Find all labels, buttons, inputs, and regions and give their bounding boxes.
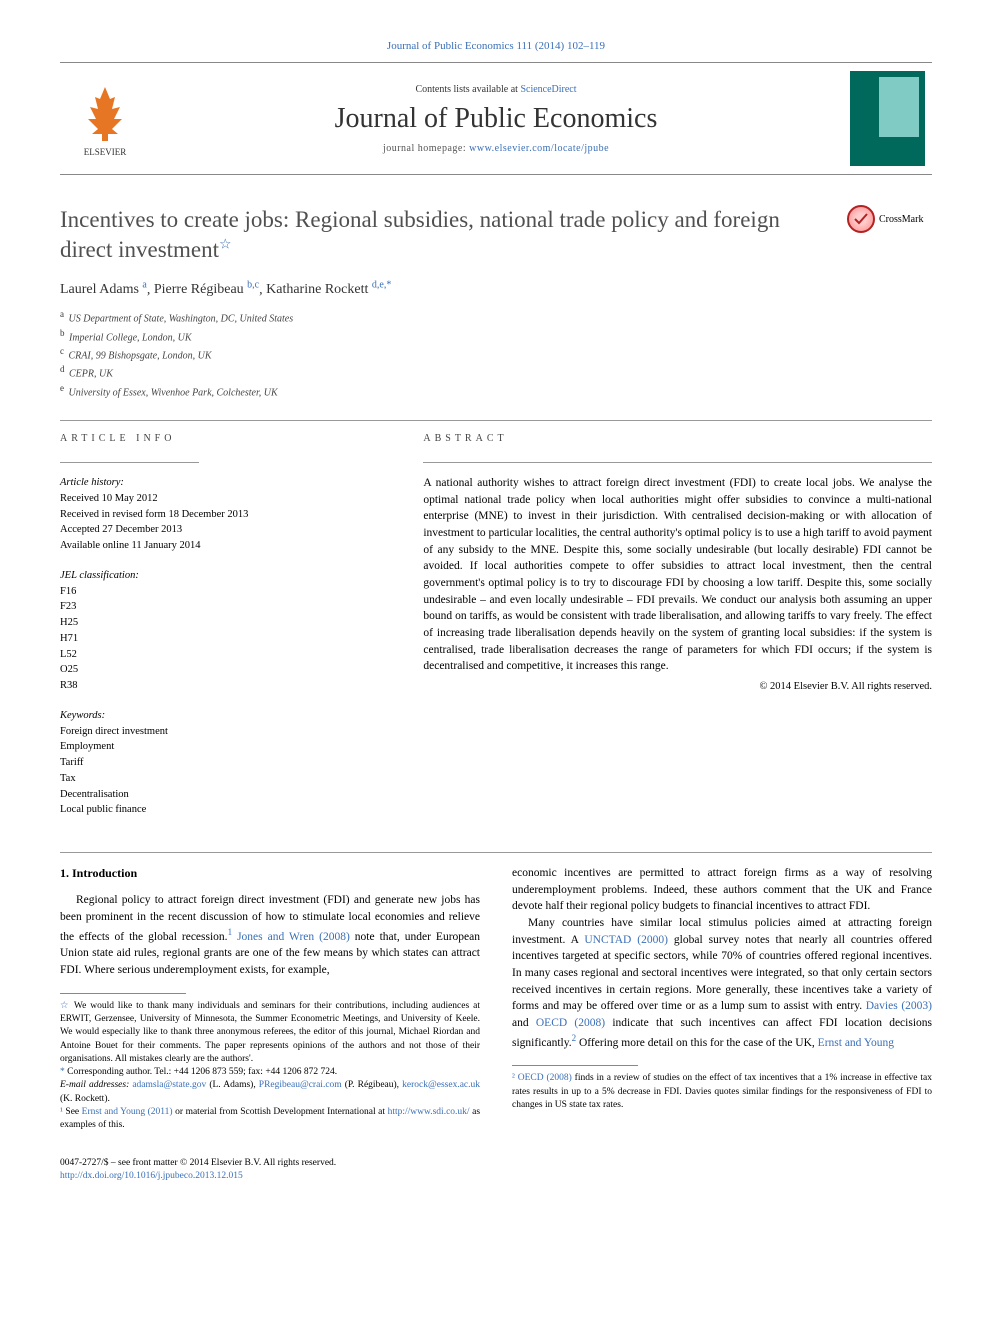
body-paragraph: Many countries have similar local stimul… (512, 915, 932, 1051)
fn2-ref[interactable]: 2 (572, 1033, 577, 1043)
author-affil-sup: d,e,* (372, 280, 391, 291)
article-history-block: Article history: Received 10 May 2012Rec… (60, 475, 391, 554)
journal-cover-thumb (842, 71, 932, 166)
keyword: Local public finance (60, 802, 391, 818)
jel-code: F23 (60, 599, 391, 615)
doi-link[interactable]: http://dx.doi.org/10.1016/j.jpubeco.2013… (60, 1171, 243, 1181)
history-label: Article history: (60, 475, 391, 491)
author-affil-sup: b,c (247, 280, 259, 291)
issn-line: 0047-2727/$ – see front matter © 2014 El… (60, 1157, 932, 1170)
keyword: Tariff (60, 755, 391, 771)
journal-title: Journal of Public Economics (150, 103, 842, 135)
body-paragraph: Regional policy to attract foreign direc… (60, 892, 480, 978)
affiliation: b Imperial College, London, UK (60, 327, 932, 345)
keywords-label: Keywords: (60, 708, 391, 724)
page-footer: 0047-2727/$ – see front matter © 2014 El… (60, 1157, 932, 1184)
abstract-heading: ABSTRACT (423, 433, 932, 444)
article-header: CrossMark Incentives to create jobs: Reg… (60, 205, 932, 400)
section-divider (60, 420, 932, 421)
issue-citation-link[interactable]: Journal of Public Economics 111 (2014) 1… (387, 40, 605, 52)
crossmark-label: CrossMark (879, 214, 923, 225)
masthead: ELSEVIER Contents lists available at Sci… (60, 62, 932, 175)
article-info-column: ARTICLE INFO Article history: Received 1… (60, 433, 391, 832)
article-title: Incentives to create jobs: Regional subs… (60, 205, 932, 265)
email-link[interactable]: adamsla@state.gov (132, 1080, 206, 1090)
footnote-rule (512, 1065, 638, 1066)
jel-code: L52 (60, 647, 391, 663)
abstract-divider (423, 462, 932, 463)
affiliation: c CRAI, 99 Bishopsgate, London, UK (60, 345, 932, 363)
journal-homepage-link[interactable]: www.elsevier.com/locate/jpube (469, 143, 609, 154)
publisher-logo: ELSEVIER (60, 79, 150, 159)
author: Katharine Rockett d,e,* (266, 282, 391, 297)
abstract-text: A national authority wishes to attract f… (423, 475, 932, 675)
fn2-citation[interactable]: OECD (2008) (518, 1073, 572, 1083)
author-list: Laurel Adams a, Pierre Régibeau b,c, Kat… (60, 280, 932, 299)
author: Laurel Adams a (60, 282, 147, 297)
jel-code: F16 (60, 584, 391, 600)
history-line: Available online 11 January 2014 (60, 538, 391, 554)
jel-code: R38 (60, 678, 391, 694)
fn1-ref[interactable]: 1 (228, 927, 233, 937)
abstract-column: ABSTRACT A national authority wishes to … (423, 433, 932, 832)
section-divider (60, 852, 932, 853)
history-line: Received in revised form 18 December 201… (60, 507, 391, 523)
crossmark-icon (847, 205, 875, 233)
footnote-star-marker: ☆ (60, 1001, 70, 1011)
inline-citation[interactable]: UNCTAD (2000) (584, 934, 668, 946)
footnote-2: ² OECD (2008) finds in a review of studi… (512, 1072, 932, 1112)
inline-citation[interactable]: Davies (2003) (866, 1000, 932, 1012)
issue-citation: Journal of Public Economics 111 (2014) 1… (60, 40, 932, 52)
author: Pierre Régibeau b,c (154, 282, 259, 297)
footnote-emails: E-mail addresses: adamsla@state.gov (L. … (60, 1079, 480, 1106)
jel-code: O25 (60, 662, 391, 678)
abstract-copyright: © 2014 Elsevier B.V. All rights reserved… (423, 681, 932, 692)
footnote-rule (60, 993, 186, 994)
body-paragraph: economic incentives are permitted to att… (512, 865, 932, 915)
svg-text:ELSEVIER: ELSEVIER (84, 147, 127, 157)
info-divider (60, 462, 199, 463)
jel-code: H25 (60, 615, 391, 631)
inline-citation[interactable]: Jones and Wren (2008) (237, 931, 350, 943)
title-footnote-marker[interactable]: ☆ (219, 237, 232, 252)
footnote-corresponding: * Corresponding author. Tel.: +44 1206 8… (60, 1066, 480, 1079)
affiliation: a US Department of State, Washington, DC… (60, 308, 932, 326)
jel-label: JEL classification: (60, 568, 391, 584)
inline-citation[interactable]: OECD (2008) (536, 1017, 605, 1029)
crossmark-badge[interactable]: CrossMark (847, 205, 932, 233)
keyword: Foreign direct investment (60, 724, 391, 740)
section-1-heading: 1. Introduction (60, 865, 480, 882)
sciencedirect-link[interactable]: ScienceDirect (520, 84, 576, 95)
history-line: Accepted 27 December 2013 (60, 522, 391, 538)
keyword: Tax (60, 771, 391, 787)
inline-citation[interactable]: Ernst and Young (818, 1037, 894, 1049)
footnote-2-marker: ² (512, 1073, 515, 1083)
footnote-asterisk-marker: * (60, 1067, 65, 1077)
body-right-column: economic incentives are permitted to att… (512, 865, 932, 1133)
footnote-star: ☆ We would like to thank many individual… (60, 1000, 480, 1066)
jel-code: H71 (60, 631, 391, 647)
elsevier-tree-icon: ELSEVIER (70, 79, 140, 159)
footnote-1: ¹ See Ernst and Young (2011) or material… (60, 1106, 480, 1133)
affiliation-list: a US Department of State, Washington, DC… (60, 308, 932, 400)
keyword: Employment (60, 739, 391, 755)
author-affil-sup: a (142, 280, 146, 291)
fn1-citation[interactable]: Ernst and Young (2011) (82, 1107, 173, 1117)
footnote-1-marker: ¹ (60, 1107, 63, 1117)
jel-block: JEL classification: F16F23H25H71L52O25R3… (60, 568, 391, 694)
affiliation: e University of Essex, Wivenhoe Park, Co… (60, 382, 932, 400)
journal-homepage-line: journal homepage: www.elsevier.com/locat… (150, 143, 842, 154)
contents-lists-line: Contents lists available at ScienceDirec… (150, 84, 842, 95)
history-line: Received 10 May 2012 (60, 491, 391, 507)
email-link[interactable]: kerock@essex.ac.uk (402, 1080, 480, 1090)
body-left-column: 1. Introduction Regional policy to attra… (60, 865, 480, 1133)
body-two-column: 1. Introduction Regional policy to attra… (60, 865, 932, 1133)
email-link[interactable]: PRegibeau@crai.com (259, 1080, 342, 1090)
affiliation: d CEPR, UK (60, 363, 932, 381)
keywords-block: Keywords: Foreign direct investmentEmplo… (60, 708, 391, 818)
keyword: Decentralisation (60, 787, 391, 803)
article-info-heading: ARTICLE INFO (60, 433, 391, 444)
fn1-link[interactable]: http://www.sdi.co.uk/ (388, 1107, 470, 1117)
